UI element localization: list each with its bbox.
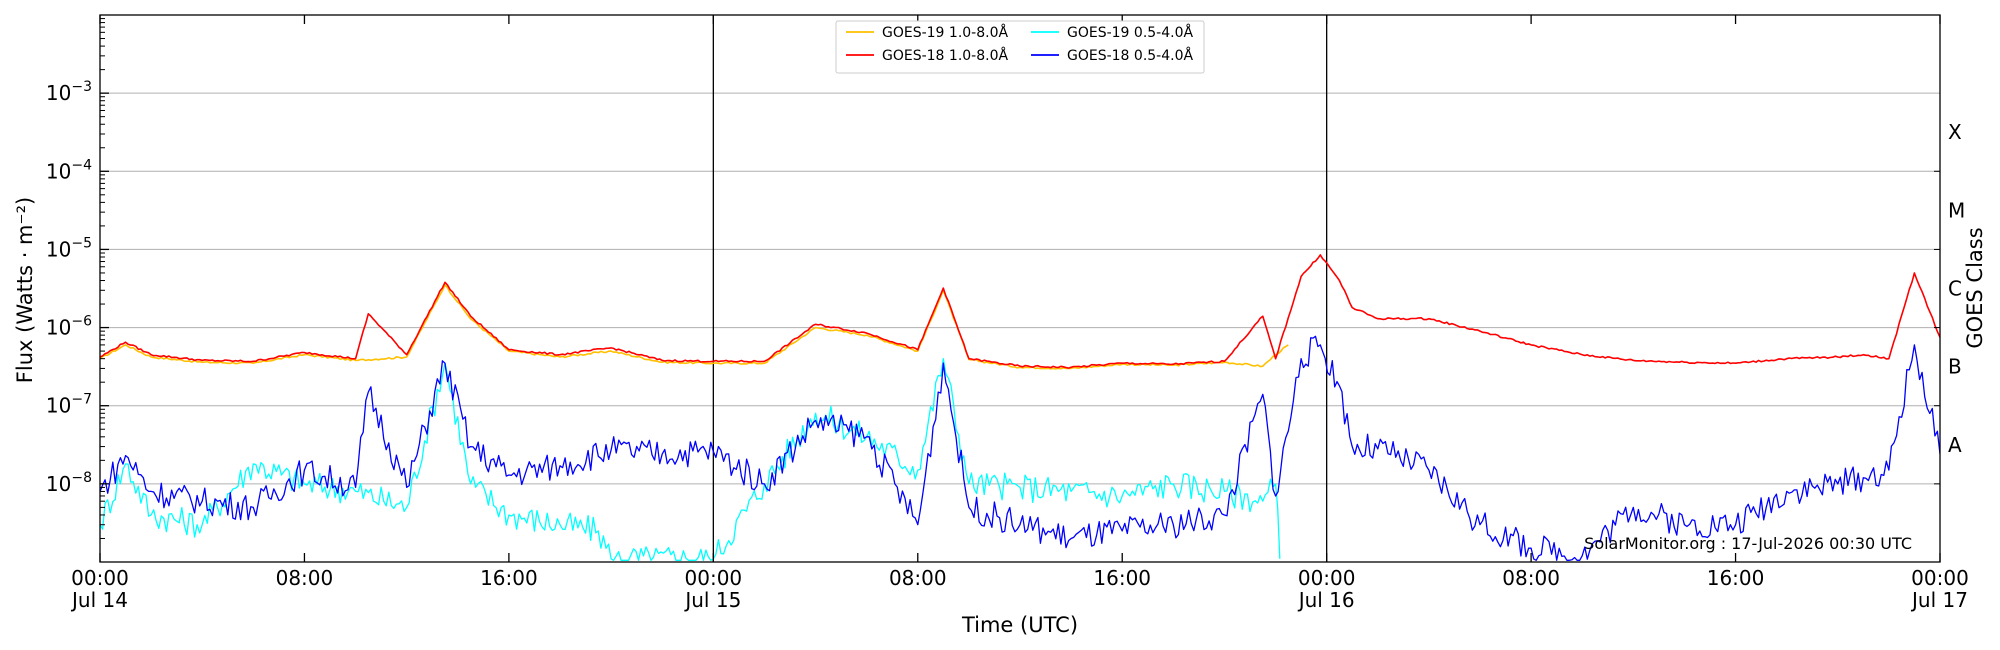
goes-class-label: X: [1948, 120, 1962, 144]
y-axis-ticks: 10−8 10−7 10−6 10−5 10−4 10−3: [46, 18, 109, 539]
y2-axis-title: GOES Class: [1963, 227, 1987, 348]
goes-class-labels: A B C M X: [1934, 120, 1965, 485]
legend-label: GOES-18 1.0-8.0Å: [882, 47, 1008, 64]
goes-class-label: C: [1948, 277, 1962, 301]
goes-class-label: A: [1948, 433, 1962, 457]
grid-lines: [100, 92, 1940, 485]
plot-background: [100, 15, 1940, 562]
plot-frame: [99, 14, 1941, 563]
x-tick-label: 16:00: [1093, 566, 1151, 590]
y-tick-label: 10−7: [46, 392, 92, 418]
x-tick-date-label: Jul 15: [683, 588, 741, 612]
x-tick-date-label: Jul 14: [70, 588, 128, 612]
y-tick-label: 10−8: [46, 470, 92, 496]
y-tick-label: 10−4: [46, 157, 92, 183]
x-tick-label: 16:00: [1707, 566, 1765, 590]
x-tick-label: 08:00: [1502, 566, 1560, 590]
day-dividers: [712, 15, 1328, 562]
x-tick-label: 00:00: [1298, 566, 1356, 590]
x-tick-label: 08:00: [889, 566, 947, 590]
x-tick-label: 08:00: [276, 566, 334, 590]
goes-class-label: M: [1948, 198, 1965, 222]
legend-label: GOES-19 0.5-4.0Å: [1067, 24, 1193, 41]
data-series: [100, 254, 1940, 561]
goes-class-label: B: [1948, 355, 1962, 379]
x-tick-date-label: Jul 16: [1297, 588, 1355, 612]
legend-label: GOES-19 1.0-8.0Å: [882, 24, 1008, 41]
x-tick-label: 00:00: [685, 566, 743, 590]
y-axis-title: Flux (Watts · m⁻²): [13, 197, 37, 383]
y-tick-label: 10−3: [46, 79, 92, 105]
x-tick-label: 00:00: [71, 566, 129, 590]
legend-label: GOES-18 0.5-4.0Å: [1067, 47, 1193, 64]
legend: GOES-19 1.0-8.0Å GOES-19 0.5-4.0Å GOES-18 …: [835, 20, 1205, 74]
x-tick-label: 00:00: [1911, 566, 1969, 590]
y-tick-label: 10−6: [46, 314, 92, 340]
x-axis-title: Time (UTC): [961, 613, 1078, 637]
y-tick-label: 10−5: [46, 235, 92, 261]
legend-box: [835, 20, 1205, 74]
x-tick-label: 16:00: [480, 566, 538, 590]
series-line-goes-18-1-0-8-0-: [100, 254, 1940, 369]
credit-text: SolarMonitor.org : 17-Jul-2026 00:30 UTC: [1584, 534, 1912, 553]
series-line-goes-18-0-5-4-0-: [100, 335, 1940, 561]
x-tick-date-label: Jul 17: [1910, 588, 1968, 612]
series-line-goes-19-1-0-8-0-: [100, 284, 1289, 370]
